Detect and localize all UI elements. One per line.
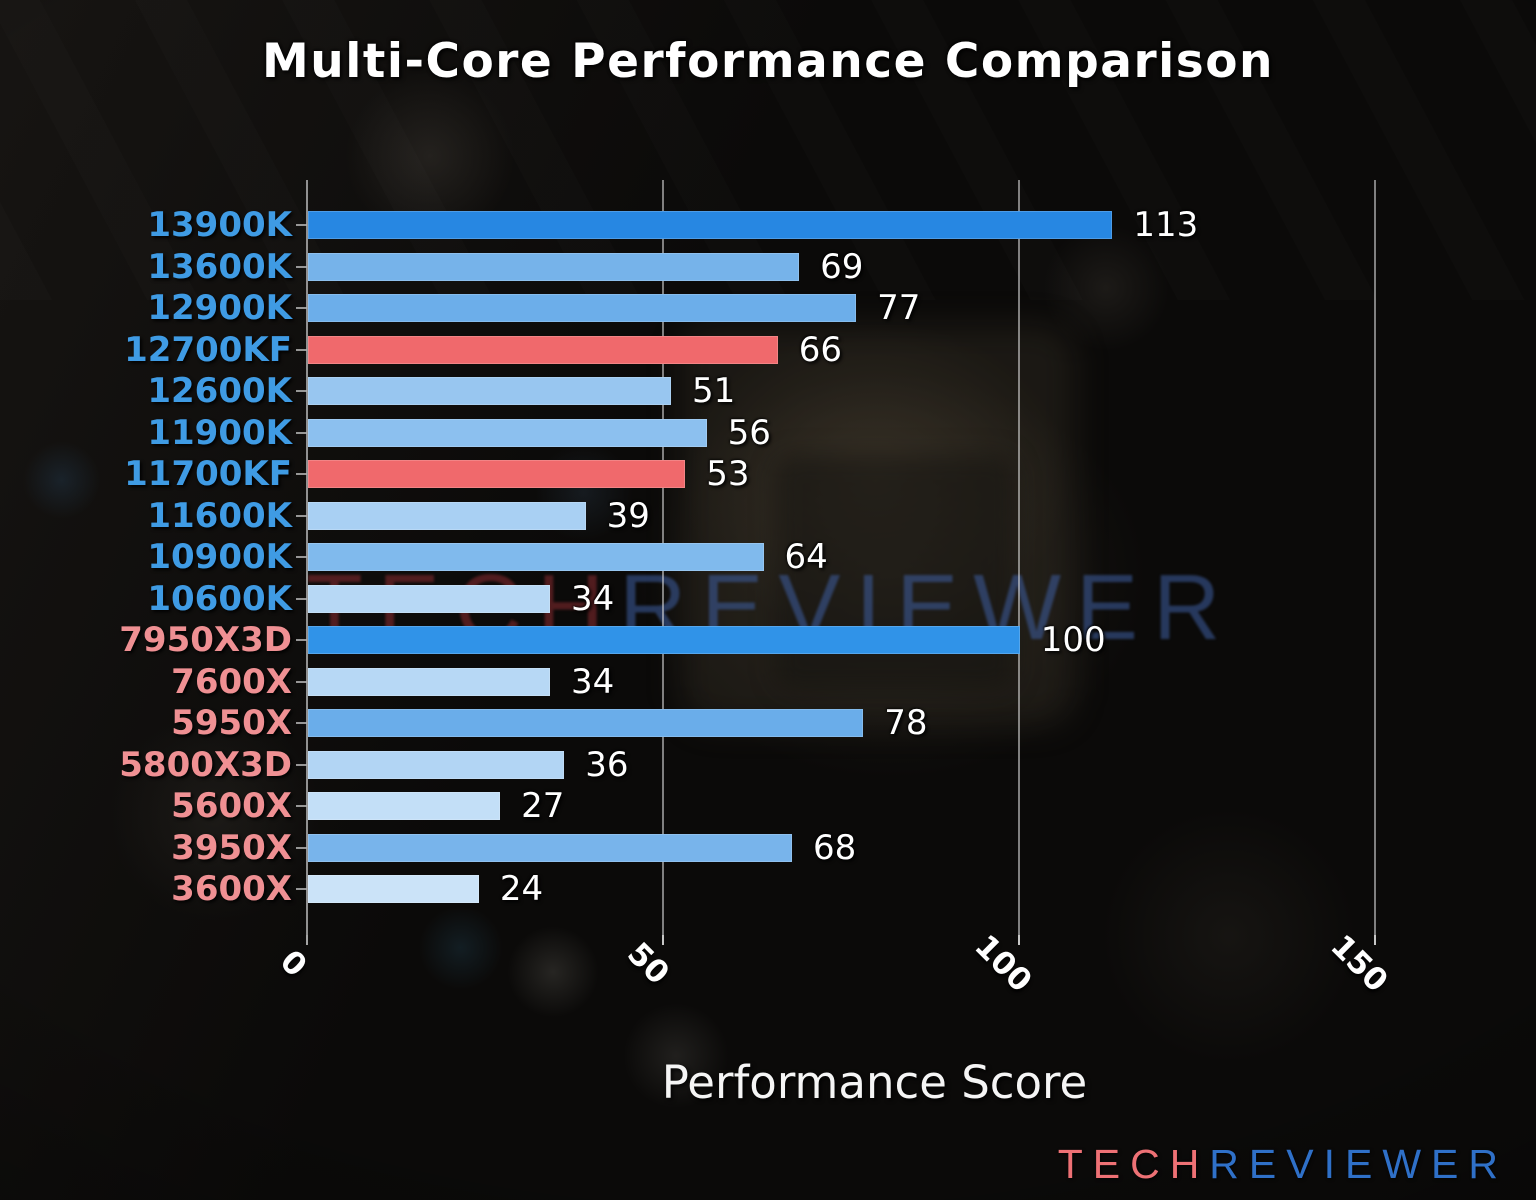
bar [308,211,1113,239]
value-label: 68 [813,827,857,868]
category-label: 3950X [171,827,292,868]
y-axis-tick [296,224,307,226]
y-axis-tick [296,265,307,268]
y-axis-tick [296,431,307,434]
value-label: 27 [521,786,565,827]
category-label: 5950X [171,703,292,744]
logo-reviewer: REVIEWER [1209,1141,1508,1187]
value-label: 77 [877,288,921,329]
y-axis-tick [296,390,307,393]
bar [308,792,501,821]
gridline [1017,180,1020,935]
y-axis-tick [296,473,307,476]
y-axis-tick [296,556,307,559]
x-tick-label: 100 [967,928,1039,1000]
y-axis-tick [296,348,307,351]
category-label: 5800X3D [119,744,292,785]
y-axis-tick [296,722,307,725]
bar [308,335,778,364]
x-axis-tick [1373,935,1376,945]
category-label: 10600K [147,578,292,619]
category-label: 11600K [147,495,292,536]
y-axis-tick [296,514,307,517]
category-label: 11900K [147,412,292,453]
category-label: 11700KF [124,454,292,495]
category-label: 7950X3D [119,620,292,661]
bar [308,709,864,738]
value-label: 24 [499,869,544,910]
x-axis-tick [661,935,664,945]
category-label: 13600K [147,246,292,287]
bar [308,626,1020,655]
bar [308,377,672,406]
value-label: 113 [1133,205,1199,245]
value-label: 34 [571,578,615,619]
y-axis-tick [296,639,307,642]
bar [308,833,793,862]
value-label: 64 [784,537,828,578]
category-label: 3600X [171,869,292,910]
y-axis-tick [296,805,307,808]
value-label: 39 [606,495,650,536]
chart-title: Multi-Core Performance Comparison [262,34,1274,89]
category-label: 12700KF [124,329,292,370]
y-axis-tick [296,597,307,600]
bar [308,460,686,489]
category-label: 5600X [171,786,292,827]
bar [308,252,800,281]
category-label: 13900K [147,205,292,245]
x-tick-label: 0 [272,943,314,985]
y-axis-tick [296,846,307,849]
value-label: 56 [727,412,771,453]
x-tick-label: 150 [1323,928,1395,1000]
y-axis-tick [296,763,307,766]
value-label: 100 [1040,620,1106,661]
value-label: 51 [692,371,736,412]
bar [308,543,764,572]
bar [308,667,550,696]
value-label: 69 [820,246,864,287]
category-label: 7600X [171,661,292,702]
y-axis-spine [306,180,308,945]
y-axis-tick [296,307,307,310]
bar [308,584,550,613]
gridline [1373,180,1376,935]
y-axis-tick [296,888,307,891]
bar [308,750,565,779]
x-tick-label: 50 [620,935,676,992]
value-label: 36 [585,744,629,785]
x-axis-label: Performance Score [661,1056,1088,1109]
bar [308,294,857,323]
x-axis-tick [1017,935,1020,945]
bar [308,501,586,530]
value-label: 78 [884,703,928,744]
logo-tech: TECH [1057,1141,1210,1187]
bar [308,875,479,904]
value-label: 66 [798,329,843,370]
y-axis-tick [296,680,307,683]
techreviewer-logo: TECHREVIEWER [1058,1141,1508,1188]
category-label: 10900K [147,537,292,578]
value-label: 34 [571,661,615,702]
value-label: 53 [706,454,750,495]
category-label: 12900K [147,288,292,329]
bar [308,418,707,447]
category-label: 12600K [147,371,292,412]
